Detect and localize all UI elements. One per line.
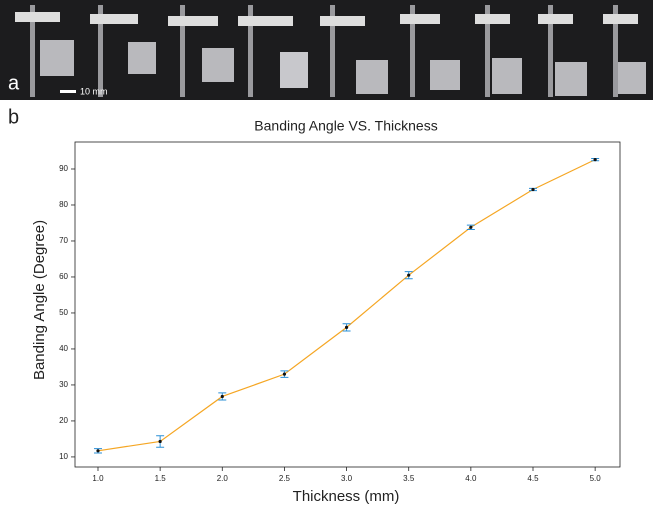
scale-bar (60, 90, 76, 93)
x-tick-label: 4.5 (527, 474, 539, 483)
y-axis-label: Banding Angle (Degree) (31, 220, 48, 380)
data-point (407, 274, 410, 277)
x-tick-label: 1.5 (155, 474, 167, 483)
y-tick-label: 20 (59, 416, 68, 425)
y-tick-label: 90 (59, 164, 68, 173)
data-point (469, 226, 472, 229)
data-point (159, 440, 162, 443)
data-point (531, 188, 534, 191)
x-tick-label: 2.0 (217, 474, 229, 483)
data-point (594, 158, 597, 161)
x-tick-label: 3.0 (341, 474, 353, 483)
y-tick-label: 60 (59, 272, 68, 281)
y-tick-label: 40 (59, 344, 68, 353)
data-point (96, 449, 99, 452)
chart-title: Banding Angle VS. Thickness (254, 118, 437, 134)
data-point (221, 395, 224, 398)
plot-frame (75, 142, 620, 467)
panel-label: b (8, 106, 19, 128)
data-point (345, 326, 348, 329)
photo-strip: a 10 mm (0, 0, 653, 100)
figure: a 10 mm b Banding Angle VS. Thickness Th… (0, 0, 653, 514)
y-tick-label: 70 (59, 236, 68, 245)
data-line (98, 160, 595, 451)
y-tick-label: 10 (59, 452, 68, 461)
x-tick-label: 5.0 (590, 474, 602, 483)
x-tick-label: 4.0 (465, 474, 477, 483)
y-tick-label: 50 (59, 308, 68, 317)
page: a 10 mm b Banding Angle VS. Thickness Th… (0, 0, 653, 514)
x-axis-label: Thickness (mm) (293, 488, 400, 505)
panel-label: a (8, 72, 20, 94)
data-point (283, 373, 286, 376)
y-tick-label: 30 (59, 380, 68, 389)
y-tick-label: 80 (59, 200, 68, 209)
x-tick-label: 2.5 (279, 474, 291, 483)
scale-bar-label: 10 mm (80, 86, 108, 96)
x-tick-label: 1.0 (92, 474, 104, 483)
x-tick-label: 3.5 (403, 474, 415, 483)
